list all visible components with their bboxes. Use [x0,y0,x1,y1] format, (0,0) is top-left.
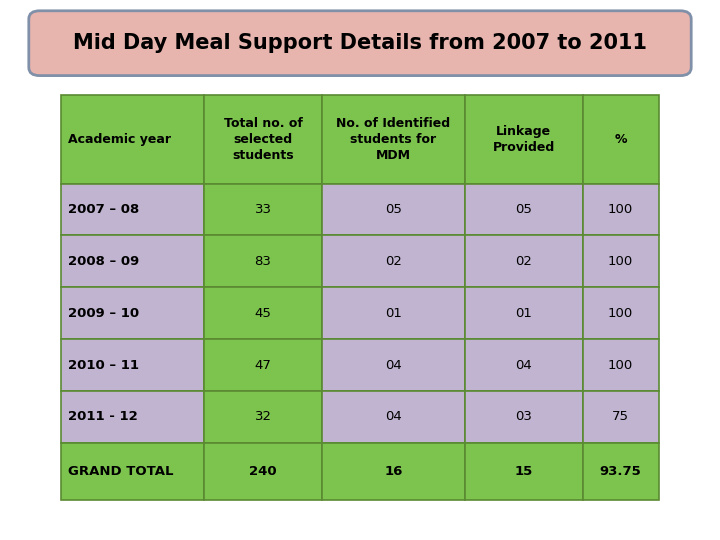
Text: 240: 240 [249,464,277,478]
Bar [582,339,659,391]
Bar [465,94,582,184]
Text: 83: 83 [255,255,271,268]
Text: 16: 16 [384,464,402,478]
Text: No. of Identified
students for
MDM: No. of Identified students for MDM [336,117,451,161]
Text: Total no. of
selected
students: Total no. of selected students [224,117,302,161]
Text: 05: 05 [516,203,532,216]
FancyBboxPatch shape [29,11,691,76]
Text: 100: 100 [608,307,634,320]
Bar [61,235,204,287]
Text: 100: 100 [608,255,634,268]
Text: 100: 100 [608,359,634,372]
Text: 2009 – 10: 2009 – 10 [68,307,140,320]
Text: 04: 04 [385,359,402,372]
Bar [204,184,322,235]
Bar [465,184,582,235]
Bar [204,94,322,184]
Text: Academic year: Academic year [68,132,171,146]
Bar [582,287,659,339]
Bar [322,184,465,235]
Text: 75: 75 [612,410,629,423]
Text: 2011 - 12: 2011 - 12 [68,410,138,423]
Text: 100: 100 [608,203,634,216]
Bar [465,287,582,339]
Bar [204,391,322,443]
Text: 2008 – 09: 2008 – 09 [68,255,140,268]
Text: 02: 02 [516,255,532,268]
Bar [61,391,204,443]
Bar [322,339,465,391]
Bar [465,391,582,443]
Bar [465,235,582,287]
Text: 02: 02 [385,255,402,268]
Text: Linkage
Provided: Linkage Provided [492,125,555,153]
Bar [322,391,465,443]
Bar [465,443,582,500]
Bar [582,443,659,500]
Text: 04: 04 [385,410,402,423]
Bar [204,287,322,339]
Bar [204,235,322,287]
Text: 01: 01 [516,307,532,320]
Bar [322,94,465,184]
Text: 45: 45 [255,307,271,320]
Text: 03: 03 [516,410,532,423]
Bar [322,443,465,500]
Text: 47: 47 [255,359,271,372]
Text: 15: 15 [515,464,533,478]
Text: 2010 – 11: 2010 – 11 [68,359,140,372]
Text: 33: 33 [255,203,271,216]
Bar [582,391,659,443]
Bar [204,443,322,500]
Text: 2007 – 08: 2007 – 08 [68,203,140,216]
Bar [204,339,322,391]
Bar [61,339,204,391]
Bar [61,184,204,235]
Text: %: % [614,132,627,146]
Text: GRAND TOTAL: GRAND TOTAL [68,464,174,478]
Bar [61,443,204,500]
Text: Mid Day Meal Support Details from 2007 to 2011: Mid Day Meal Support Details from 2007 t… [73,33,647,53]
Bar [582,94,659,184]
Text: 05: 05 [385,203,402,216]
Text: 01: 01 [385,307,402,320]
Text: 93.75: 93.75 [600,464,642,478]
Text: 32: 32 [255,410,271,423]
Bar [61,94,204,184]
Bar [582,184,659,235]
Bar [465,339,582,391]
Bar [322,287,465,339]
Bar [61,287,204,339]
Bar [322,235,465,287]
Text: 04: 04 [516,359,532,372]
Bar [582,235,659,287]
